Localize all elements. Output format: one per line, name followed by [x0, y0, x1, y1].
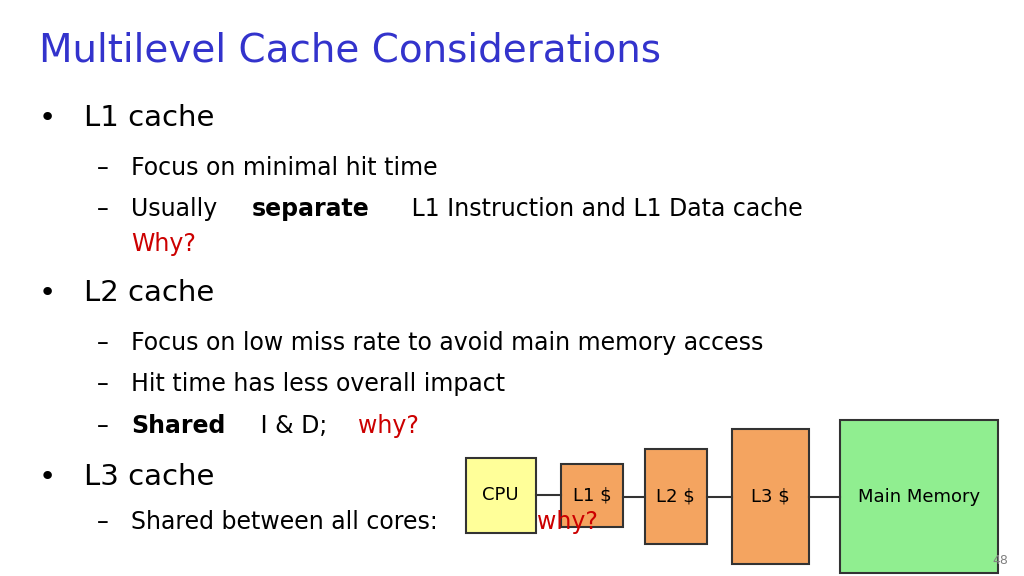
Text: why?: why? — [358, 414, 419, 438]
Text: Shared between all cores:: Shared between all cores: — [131, 510, 445, 534]
Text: –: – — [97, 372, 109, 396]
Text: Shared: Shared — [131, 414, 225, 438]
Text: –: – — [97, 197, 109, 221]
Text: L1 cache: L1 cache — [84, 104, 214, 132]
Text: Multilevel Cache Considerations: Multilevel Cache Considerations — [39, 32, 660, 70]
Text: L3 cache: L3 cache — [84, 463, 214, 491]
Text: L1 Instruction and L1 Data cache: L1 Instruction and L1 Data cache — [404, 197, 803, 221]
Text: Focus on low miss rate to avoid main memory access: Focus on low miss rate to avoid main mem… — [131, 331, 764, 355]
Text: –: – — [97, 331, 109, 355]
Text: L2 $: L2 $ — [656, 488, 695, 506]
Text: L3 $: L3 $ — [752, 488, 790, 506]
Text: –: – — [97, 510, 109, 534]
Text: Focus on minimal hit time: Focus on minimal hit time — [131, 156, 437, 180]
FancyBboxPatch shape — [840, 420, 998, 573]
FancyBboxPatch shape — [561, 464, 623, 527]
FancyBboxPatch shape — [466, 458, 536, 533]
Text: CPU: CPU — [482, 486, 519, 505]
Text: Hit time has less overall impact: Hit time has less overall impact — [131, 372, 505, 396]
Text: 48: 48 — [992, 554, 1009, 567]
Text: Usually: Usually — [131, 197, 225, 221]
Text: L2 cache: L2 cache — [84, 279, 214, 307]
Text: •: • — [39, 104, 56, 132]
Text: I & D;: I & D; — [253, 414, 335, 438]
Text: L1 $: L1 $ — [572, 486, 611, 505]
Text: why?: why? — [537, 510, 597, 534]
Text: Why?: Why? — [131, 232, 196, 256]
FancyBboxPatch shape — [645, 449, 707, 544]
Text: –: – — [97, 414, 109, 438]
FancyBboxPatch shape — [732, 429, 809, 564]
Text: •: • — [39, 279, 56, 307]
Text: –: – — [97, 156, 109, 180]
Text: Main Memory: Main Memory — [858, 488, 980, 506]
Text: •: • — [39, 463, 56, 491]
Text: separate: separate — [252, 197, 370, 221]
